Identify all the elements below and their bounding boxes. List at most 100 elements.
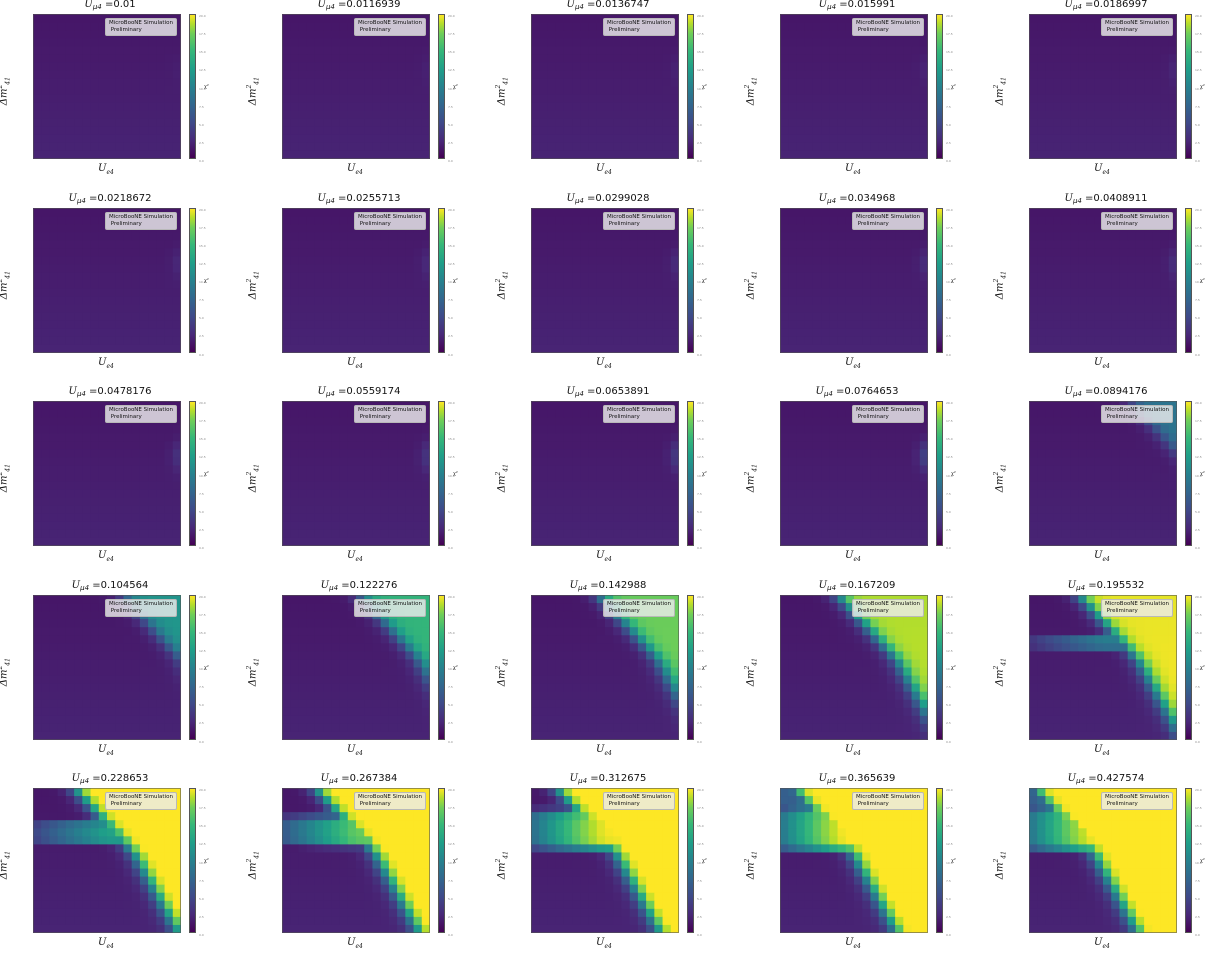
heatmap-cell [563,296,573,305]
heatmap-cell [895,38,904,47]
heatmap-cell [886,320,896,329]
heatmap-cell [49,344,59,353]
heatmap-cell [339,280,349,289]
heatmap-cell [563,247,573,257]
heatmap-cell [1045,223,1055,233]
heatmap-cell [854,513,863,523]
heatmap-cell [613,465,622,474]
heatmap-cell [1070,255,1079,265]
heatmap-cell [780,271,789,281]
heatmap-cell [421,86,430,96]
heatmap-cell [1119,263,1129,273]
heatmap-cell [670,54,679,63]
heatmap-cell [74,150,83,159]
heatmap-cell [654,441,664,450]
heatmap-cell [886,62,896,71]
heatmap-cell [139,288,149,297]
heatmap-cell [131,296,141,305]
heatmap-cell [854,288,863,297]
heatmap-cell [314,296,324,305]
heatmap-cell [886,54,896,63]
heatmap-cell [1144,78,1153,87]
heatmap-cell [397,465,406,474]
heatmap-cell [1103,441,1112,450]
colorbar-tick-label: 17.5 [1195,225,1202,230]
heatmap-cell [1037,449,1046,458]
heatmap-cell [57,70,67,79]
heatmap-cell [290,505,299,515]
heatmap-cell [796,529,806,539]
heatmap-cell [1111,54,1120,63]
heatmap-cell [1111,231,1120,241]
heatmap-cell [339,118,349,128]
heatmap-cell [356,497,365,507]
x-axis-label: Ue4 [596,550,612,563]
heatmap-cell [539,344,548,353]
heatmap-cell [356,255,365,265]
heatmap-cell [1078,126,1088,136]
heatmap-cell [788,126,797,136]
heatmap-cell [563,304,573,313]
heatmap-cell [919,102,928,112]
heatmap-cell [878,513,888,523]
heatmap-cell [605,280,614,289]
heatmap-cell [596,529,606,539]
heatmap-cell [90,457,100,466]
heatmap-cell [314,62,324,71]
heatmap-cell [654,505,664,515]
heatmap-cell [637,280,647,289]
heatmap-cell [547,312,557,321]
heatmap-cell [388,433,398,442]
heatmap-cell [380,150,390,159]
heatmap-cell [33,22,42,31]
heatmap-cell [123,312,133,321]
heatmap-cell [621,247,631,257]
heatmap-cell [380,94,390,104]
heatmap-cell [388,465,398,474]
heatmap-cell [531,336,540,345]
heatmap-cell [41,465,50,474]
heatmap-cell [74,126,83,136]
heatmap-cell [821,417,830,426]
heatmap-panel: Uμ4 =0.034968 MicroBooNE Simulation Preli… [744,193,989,387]
heatmap-cell [563,441,573,450]
heatmap-cell [670,247,679,257]
heatmap-cell [298,336,308,345]
heatmap-cell [306,126,316,136]
heatmap-cell [339,521,349,531]
heatmap-cell [90,30,100,39]
heatmap-cell [878,529,888,539]
heatmap-cell [98,521,108,531]
colorbar-tick-label: 10.0 [199,280,206,284]
heatmap-cell [613,505,622,515]
heatmap-cell [339,296,349,305]
heatmap-cell [788,46,797,55]
heatmap-cell [829,78,839,87]
heatmap-cell [555,473,565,483]
heatmap-cell [812,54,822,63]
colorbar-label: χ² [453,84,458,90]
heatmap-cell [356,457,365,466]
heatmap-cell [580,336,590,345]
heatmap-cell [98,449,108,458]
heatmap-cell [314,288,324,297]
heatmap-cell [107,304,116,313]
heatmap-panel: Uμ4 =0.0218672 MicroBooNE Simulation Prel… [0,193,242,387]
heatmap-cell [306,54,316,63]
heatmap-cell [911,86,921,96]
heatmap-cell [298,271,308,281]
heatmap-cell [911,54,921,63]
heatmap-cell [41,126,50,136]
heatmap-cell [282,255,291,265]
heatmap-cell [1037,126,1046,136]
heatmap-cell [1029,231,1038,241]
heatmap-cell [1037,14,1046,23]
heatmap-cell [1061,94,1071,104]
heatmap-cell [547,38,557,47]
heatmap-cell [347,465,357,474]
heatmap-cell [298,30,308,39]
heatmap-cell [1135,239,1145,249]
heatmap-cell [57,320,67,329]
heatmap-cell [82,529,92,539]
heatmap-cell [911,94,921,104]
